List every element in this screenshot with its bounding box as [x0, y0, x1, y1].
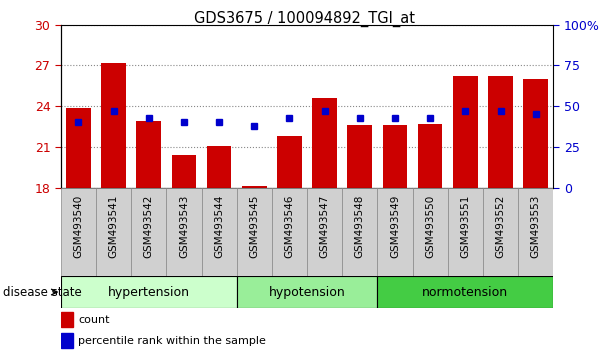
Text: hypotension: hypotension: [269, 286, 345, 298]
FancyBboxPatch shape: [237, 188, 272, 276]
FancyBboxPatch shape: [518, 188, 553, 276]
Text: GSM493550: GSM493550: [425, 195, 435, 258]
Text: normotension: normotension: [423, 286, 508, 298]
Text: GSM493549: GSM493549: [390, 195, 400, 258]
Bar: [61, 333, 73, 348]
Bar: [313, 98, 337, 188]
Text: GSM493542: GSM493542: [143, 195, 154, 258]
FancyBboxPatch shape: [167, 188, 201, 276]
FancyBboxPatch shape: [237, 276, 378, 308]
Text: GSM493541: GSM493541: [109, 195, 119, 258]
Bar: [207, 145, 232, 188]
FancyBboxPatch shape: [96, 188, 131, 276]
FancyBboxPatch shape: [201, 188, 237, 276]
Text: GSM493544: GSM493544: [214, 195, 224, 258]
Bar: [453, 76, 478, 188]
FancyBboxPatch shape: [131, 188, 167, 276]
Bar: [242, 185, 266, 188]
Text: GSM493552: GSM493552: [496, 195, 505, 258]
FancyBboxPatch shape: [342, 188, 378, 276]
FancyBboxPatch shape: [61, 188, 96, 276]
Bar: [61, 312, 73, 327]
Bar: [523, 79, 548, 188]
Text: GSM493548: GSM493548: [355, 195, 365, 258]
FancyBboxPatch shape: [378, 276, 553, 308]
FancyBboxPatch shape: [447, 188, 483, 276]
Text: hypertension: hypertension: [108, 286, 190, 298]
Text: GSM493545: GSM493545: [249, 195, 259, 258]
Bar: [382, 125, 407, 188]
FancyBboxPatch shape: [272, 188, 307, 276]
Bar: [66, 108, 91, 188]
Text: percentile rank within the sample: percentile rank within the sample: [78, 336, 266, 346]
Text: disease state: disease state: [3, 286, 82, 298]
FancyBboxPatch shape: [307, 188, 342, 276]
Text: GSM493551: GSM493551: [460, 195, 471, 258]
Text: GSM493553: GSM493553: [531, 195, 541, 258]
FancyBboxPatch shape: [61, 276, 237, 308]
Bar: [418, 124, 443, 188]
Text: GSM493546: GSM493546: [285, 195, 294, 258]
Text: count: count: [78, 315, 109, 325]
Bar: [488, 76, 513, 188]
Bar: [348, 125, 372, 188]
Bar: [171, 155, 196, 188]
FancyBboxPatch shape: [413, 188, 447, 276]
Text: GSM493543: GSM493543: [179, 195, 189, 258]
Text: GSM493547: GSM493547: [320, 195, 330, 258]
Text: GSM493540: GSM493540: [74, 195, 83, 258]
Bar: [136, 121, 161, 188]
FancyBboxPatch shape: [483, 188, 518, 276]
Text: GDS3675 / 100094892_TGI_at: GDS3675 / 100094892_TGI_at: [193, 11, 415, 27]
FancyBboxPatch shape: [378, 188, 413, 276]
Bar: [102, 63, 126, 188]
Bar: [277, 136, 302, 188]
